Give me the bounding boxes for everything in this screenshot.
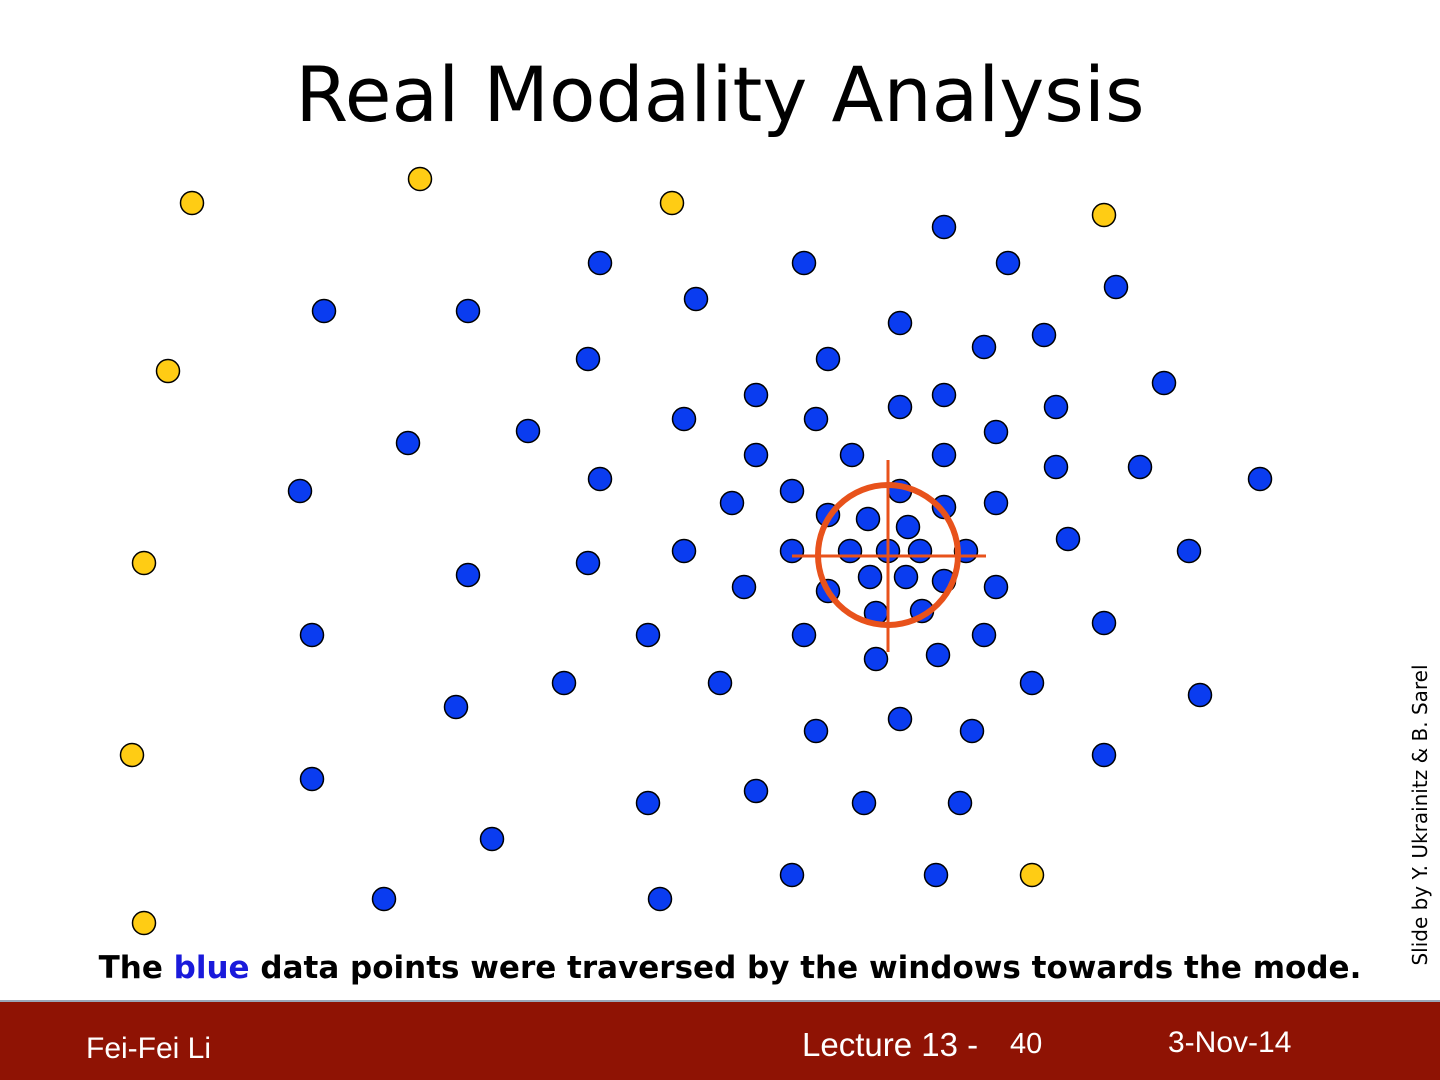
- blue-point: [479, 826, 505, 852]
- blue-point: [863, 646, 889, 672]
- blue-point: [779, 538, 805, 564]
- blue-point: [719, 490, 745, 516]
- blue-point: [1127, 454, 1153, 480]
- slide-credit: Slide by Y. Ukrainitz & B. Sarel: [1408, 664, 1432, 966]
- blue-point: [815, 346, 841, 372]
- yellow-point: [155, 358, 181, 384]
- blue-point: [1091, 610, 1117, 636]
- blue-point: [1247, 466, 1273, 492]
- yellow-point: [119, 742, 145, 768]
- blue-point: [1176, 538, 1202, 564]
- blue-point: [931, 494, 957, 520]
- yellow-point: [1091, 202, 1117, 228]
- blue-point: [587, 250, 613, 276]
- blue-point: [857, 564, 883, 590]
- blue-point: [1151, 370, 1177, 396]
- footer-author: Fei-Fei Li: [86, 1032, 212, 1065]
- blue-point: [635, 790, 661, 816]
- blue-point: [779, 862, 805, 888]
- blue-point: [1091, 742, 1117, 768]
- blue-point: [1055, 526, 1081, 552]
- blue-point: [959, 718, 985, 744]
- blue-point: [839, 442, 865, 468]
- yellow-point: [131, 910, 157, 936]
- blue-point: [971, 334, 997, 360]
- yellow-point: [407, 166, 433, 192]
- blue-point: [287, 478, 313, 504]
- footer-lecture: Lecture 13 -: [802, 1026, 979, 1063]
- blue-point: [575, 346, 601, 372]
- blue-point: [1043, 394, 1069, 420]
- blue-point: [1103, 274, 1129, 300]
- blue-point: [983, 419, 1009, 445]
- scatter-illustration: [119, 166, 1273, 936]
- slide-title: Real Modality Analysis: [295, 50, 1145, 139]
- blue-point: [887, 706, 913, 732]
- blue-point: [455, 562, 481, 588]
- blue-point: [299, 766, 325, 792]
- blue-point: [931, 382, 957, 408]
- blue-point: [887, 310, 913, 336]
- blue-point: [907, 538, 933, 564]
- blue-point: [923, 862, 949, 888]
- yellow-point: [659, 190, 685, 216]
- blue-point: [743, 382, 769, 408]
- blue-point: [895, 514, 921, 540]
- blue-point: [443, 694, 469, 720]
- blue-point: [931, 214, 957, 240]
- blue-point: [575, 550, 601, 576]
- blue-point: [743, 778, 769, 804]
- blue-point: [925, 642, 951, 668]
- blue-point: [515, 418, 541, 444]
- blue-point: [803, 718, 829, 744]
- blue-point: [707, 670, 733, 696]
- blue-point: [971, 622, 997, 648]
- blue-point: [743, 442, 769, 468]
- blue-point: [731, 574, 757, 600]
- blue-point: [1031, 322, 1057, 348]
- blue-point: [983, 574, 1009, 600]
- yellow-point: [131, 550, 157, 576]
- blue-point: [931, 442, 957, 468]
- blue-point: [395, 430, 421, 456]
- blue-point: [851, 790, 877, 816]
- blue-point: [887, 394, 913, 420]
- blue-point: [1043, 454, 1069, 480]
- blue-point: [855, 506, 881, 532]
- blue-point: [587, 466, 613, 492]
- blue-point: [551, 670, 577, 696]
- blue-point: [311, 298, 337, 324]
- caption-highlight: blue: [173, 950, 250, 986]
- yellow-point: [179, 190, 205, 216]
- blue-point: [837, 538, 863, 564]
- footer-date: 3-Nov-14: [1168, 1026, 1292, 1059]
- footer-page: 40: [1010, 1028, 1043, 1060]
- caption-text: data points were traversed by the window…: [260, 950, 1362, 986]
- blue-point: [791, 622, 817, 648]
- blue-point: [299, 622, 325, 648]
- blue-point: [371, 886, 397, 912]
- blue-point: [983, 490, 1009, 516]
- blue-point: [893, 564, 919, 590]
- blue-point: [1187, 682, 1213, 708]
- blue-point: [647, 886, 673, 912]
- dots: [119, 166, 1273, 936]
- blue-point: [791, 250, 817, 276]
- footer: Fei-Fei Li Lecture 13 - 40 3-Nov-14: [0, 1000, 1440, 1080]
- blue-point: [1019, 670, 1045, 696]
- caption: The blue data points were traversed by t…: [0, 950, 1440, 986]
- blue-point: [779, 478, 805, 504]
- blue-point: [803, 406, 829, 432]
- yellow-point: [1019, 862, 1045, 888]
- blue-point: [671, 406, 697, 432]
- caption-text: The: [98, 950, 163, 986]
- blue-point: [947, 790, 973, 816]
- blue-point: [683, 286, 709, 312]
- blue-point: [671, 538, 697, 564]
- blue-point: [635, 622, 661, 648]
- blue-point: [995, 250, 1021, 276]
- blue-point: [455, 298, 481, 324]
